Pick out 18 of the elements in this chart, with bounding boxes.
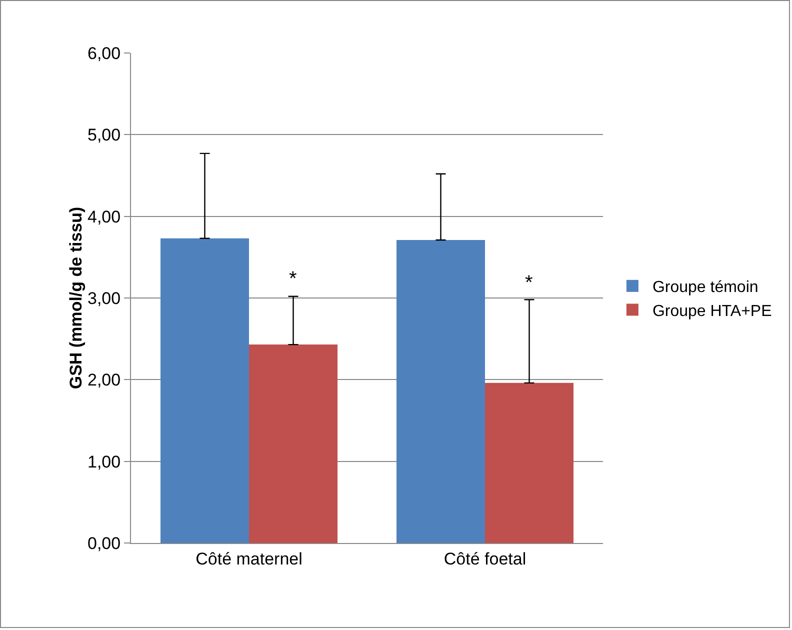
y-tick-label: 0,00 — [88, 534, 121, 553]
y-tick-label: 1,00 — [88, 452, 121, 472]
annotation: * — [289, 268, 297, 290]
legend-label: Groupe HTA+PE — [652, 302, 772, 320]
bar — [396, 240, 485, 543]
y-tick-label: 3,00 — [88, 288, 121, 308]
legend-label: Groupe témoin — [652, 279, 758, 296]
y-tick-label: 2,00 — [88, 370, 121, 390]
y-tick-label: 5,00 — [88, 126, 121, 145]
y-axis-title: GSH (mmol/g de tissu) — [66, 206, 86, 390]
bar — [249, 344, 338, 543]
x-tick-label: Côté maternel — [196, 549, 302, 568]
y-tick-label: 6,00 — [88, 44, 121, 63]
bar — [485, 382, 574, 543]
y-tick-label: 4,00 — [88, 207, 121, 226]
annotation: * — [525, 272, 533, 294]
bar — [160, 238, 249, 543]
x-tick-label: Côté foetal — [444, 549, 526, 568]
